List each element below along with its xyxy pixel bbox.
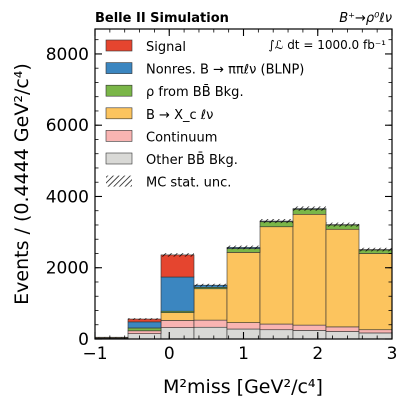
bar-series0-bin1: [127, 333, 162, 340]
bar-series0-bin8: [358, 332, 393, 340]
bar-series2-bin6: [292, 213, 327, 326]
legend-label: Nonres. B → ππℓν (BLNP): [146, 63, 304, 78]
bar-series1-bin6: [292, 324, 327, 331]
mc-uncertainty-bands: [95, 206, 392, 338]
legend-swatch: [105, 62, 133, 74]
x-tick-label: 2: [312, 344, 323, 364]
bar-series2-bin2: [160, 312, 195, 321]
unc-band-bin4: [227, 245, 260, 250]
unc-band-bin2: [161, 253, 194, 257]
legend-swatch: [105, 84, 133, 97]
y-axis-title: Events / (0.4444 GeV²/c⁴): [11, 63, 33, 305]
bar-series2-bin5: [259, 226, 294, 325]
unc-band-bin3: [193, 283, 228, 287]
bar-series1-bin7: [325, 326, 360, 332]
header-left: Belle II Simulation: [95, 11, 229, 26]
unc-band-bin6: [293, 206, 326, 211]
bar-series1-bin4: [226, 322, 261, 330]
bar-series1-bin8: [358, 329, 393, 334]
y-tick-label: 2000: [46, 259, 89, 279]
bar-series1-bin2: [160, 320, 195, 328]
legend-swatch-uncertainty: [106, 175, 132, 187]
legend-label: Other BB̄ Bkg.: [146, 153, 238, 168]
y-tick-label: 4000: [46, 187, 89, 207]
y-tick-label: 6000: [46, 116, 89, 136]
luminosity-label: ∫ℒ dt = 1000.0 fb⁻¹: [268, 38, 386, 52]
unc-band-bin1: [127, 318, 162, 320]
unc-band-bin0: [95, 336, 128, 338]
legend-label: Continuum: [146, 130, 217, 145]
header-right: B⁺→ρ⁰ℓν: [339, 11, 392, 26]
x-tick-label: 0: [164, 344, 175, 364]
legend-label-uncertainty: MC stat. unc.: [146, 176, 231, 191]
legend-label: ρ from BB̄ Bkg.: [146, 85, 244, 100]
bar-series0-bin7: [325, 331, 360, 340]
unc-band-bin7: [325, 222, 360, 227]
unc-band-bin8: [359, 247, 392, 252]
bar-series0-bin2: [160, 327, 195, 340]
bar-series1-bin3: [193, 319, 228, 328]
bar-series2-bin4: [226, 252, 261, 323]
legend-label: B → X_c ℓν: [146, 108, 213, 123]
legend-swatch: [105, 107, 133, 120]
y-tick-label: 8000: [46, 45, 89, 65]
bar-series1-bin1: [127, 330, 162, 334]
x-tick-label: −1: [82, 344, 107, 364]
bar-series3-bin1: [127, 327, 162, 332]
unc-band-bin5: [259, 219, 294, 224]
x-tick-label: 3: [387, 344, 398, 364]
legend-label: Signal: [146, 40, 186, 55]
legend-swatch: [105, 130, 133, 142]
legend-swatch: [105, 152, 133, 165]
bar-series4-bin2: [160, 276, 195, 312]
bar-series5-bin2: [160, 254, 195, 278]
bar-series4-bin1: [127, 321, 162, 329]
bar-series2-bin7: [325, 228, 360, 328]
x-tick-label: 1: [238, 344, 249, 364]
bar-series0-bin6: [292, 330, 327, 340]
legend-swatch: [105, 39, 133, 52]
x-axis-title: M²miss [GeV²/c⁴]: [163, 376, 323, 398]
bar-series2-bin3: [193, 288, 228, 321]
legend: Signal Nonres. B → ππℓν (BLNP) ρ from BB̄ …: [105, 39, 304, 191]
histogram-bars: [94, 208, 393, 340]
bar-series1-bin5: [259, 323, 294, 331]
y-tick-label: 0: [78, 330, 89, 350]
bar-series2-bin8: [358, 253, 393, 331]
